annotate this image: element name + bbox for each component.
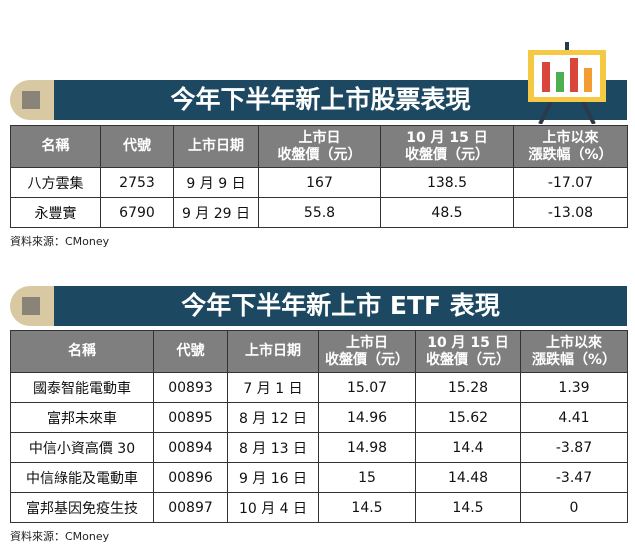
cell: 00893	[153, 372, 228, 403]
cell: 167	[258, 167, 381, 198]
header-cell: 上市以來 漲跌幅（%）	[520, 330, 628, 373]
cell: -13.08	[513, 197, 628, 228]
title-banner: 今年下半年新上市股票表現	[10, 80, 627, 120]
stock-table: 名稱 代號 上市日期 上市日 收盤價（元） 10 月 15 日收盤價（元） 上市以來 漲跌幅（…	[10, 125, 628, 228]
cell: 永豐實	[10, 197, 101, 228]
cell: 00895	[153, 402, 228, 433]
cell: 9 月 16 日	[227, 462, 319, 493]
title-banner: 今年下半年新上市 ETF 表現	[10, 286, 627, 326]
cell: 00897	[153, 492, 228, 523]
cell: 富邦未來車	[10, 402, 154, 433]
table-title: 今年下半年新上市 ETF 表現	[181, 291, 500, 320]
header-text: 上市以來	[546, 334, 602, 351]
header-row: 名稱 代號 上市日期 上市日 收盤價（元） 10 月 15 日收盤價（元） 上市以來 漲跌幅（…	[10, 125, 628, 168]
source-note: 資料來源：CMoney	[10, 235, 110, 248]
row: 富邦未來車 00895 8 月 12 日 14.96 15.62 4.41	[10, 402, 628, 433]
header-text: 名稱	[41, 138, 70, 154]
cell: -3.87	[520, 432, 628, 463]
header-cell: 名稱	[10, 330, 154, 373]
header-text: 上市日	[346, 334, 388, 351]
header-text: 名稱	[68, 343, 96, 359]
header-cell: 代號	[100, 125, 174, 168]
cell: 1.39	[520, 372, 628, 403]
cell: 15.62	[415, 402, 521, 433]
header-text: 10 月 15 日	[406, 129, 488, 146]
etf-table: 名稱 代號 上市日期 上市日 收盤價（元） 10 月 15 日收盤價（元） 上市以來 漲跌幅（…	[10, 330, 628, 523]
cell: 48.5	[380, 197, 514, 228]
header-cell: 名稱	[10, 125, 101, 168]
source-note: 資料來源：CMoney	[10, 530, 110, 543]
header-cell: 代號	[153, 330, 228, 373]
header-text: 收盤價（元）	[405, 146, 489, 163]
cell: 14.5	[318, 492, 416, 523]
cell: 4.41	[520, 402, 628, 433]
cell: 138.5	[380, 167, 514, 198]
header-text: 收盤價（元）	[426, 351, 510, 368]
row: 國泰智能電動車 00893 7 月 1 日 15.07 15.28 1.39	[10, 372, 628, 403]
cell: 14.5	[415, 492, 521, 523]
cell: 7 月 1 日	[227, 372, 319, 403]
cell: 15.28	[415, 372, 521, 403]
cell: 8 月 13 日	[227, 432, 319, 463]
cell: 14.4	[415, 432, 521, 463]
cell: 14.48	[415, 462, 521, 493]
header-cell: 上市日 收盤價（元）	[318, 330, 416, 373]
row: 中信小資高價 30 00894 8 月 13 日 14.98 14.4 -3.87	[10, 432, 628, 463]
table-title: 今年下半年新上市股票表現	[170, 85, 471, 114]
cell: 00896	[153, 462, 228, 493]
header-text: 上市日	[298, 129, 341, 146]
header-text: 漲跌幅（%）	[531, 351, 617, 368]
header-cell: 上市日期	[173, 125, 259, 168]
cell: 0	[520, 492, 628, 523]
header-cell: 10 月 15 日收盤價（元）	[380, 125, 514, 168]
header-text: 上市日期	[188, 138, 244, 154]
cell: 富邦基因免疫生技	[10, 492, 154, 523]
cell: 9 月 9 日	[173, 167, 259, 198]
cell: 00894	[153, 432, 228, 463]
cell: -17.07	[513, 167, 628, 198]
row: 富邦基因免疫生技 00897 10 月 4 日 14.5 14.5 0	[10, 492, 628, 523]
cell: 八方雲集	[10, 167, 101, 198]
header-cell: 上市日 收盤價（元）	[258, 125, 381, 168]
header-text: 10 月 15 日	[427, 334, 509, 351]
cell: 國泰智能電動車	[10, 372, 154, 403]
header-text: 收盤價（元）	[325, 351, 409, 368]
cell: 15.07	[318, 372, 416, 403]
header-text: 上市以來	[542, 129, 599, 146]
header-text: 代號	[123, 138, 151, 154]
cell: 9 月 29 日	[173, 197, 259, 228]
header-row: 名稱 代號 上市日期 上市日 收盤價（元） 10 月 15 日收盤價（元） 上市以來 漲跌幅（…	[10, 330, 628, 373]
cell: 55.8	[258, 197, 381, 228]
chart-icon	[528, 42, 606, 124]
cell: 10 月 4 日	[227, 492, 319, 523]
row: 八方雲集 2753 9 月 9 日 167 138.5 -17.07	[10, 167, 628, 198]
header-cell: 上市以來 漲跌幅（%）	[513, 125, 628, 168]
row: 中信綠能及電動車 00896 9 月 16 日 15 14.48 -3.47	[10, 462, 628, 493]
header-cell: 上市日期	[227, 330, 319, 373]
cell: 中信綠能及電動車	[10, 462, 154, 493]
header-text: 收盤價（元）	[277, 146, 362, 163]
cell: 14.96	[318, 402, 416, 433]
cell: 14.98	[318, 432, 416, 463]
cell: 2753	[100, 167, 174, 198]
cell: 8 月 12 日	[227, 402, 319, 433]
header-text: 上市日期	[245, 343, 301, 359]
row: 永豐實 6790 9 月 29 日 55.8 48.5 -13.08	[10, 197, 628, 228]
header-text: 代號	[176, 343, 205, 359]
cell: 6790	[100, 197, 174, 228]
cell: -3.47	[520, 462, 628, 493]
header-cell: 10 月 15 日收盤價（元）	[415, 330, 521, 373]
cell: 15	[318, 462, 416, 493]
header-text: 漲跌幅（%）	[528, 146, 613, 163]
cell: 中信小資高價 30	[10, 432, 154, 463]
